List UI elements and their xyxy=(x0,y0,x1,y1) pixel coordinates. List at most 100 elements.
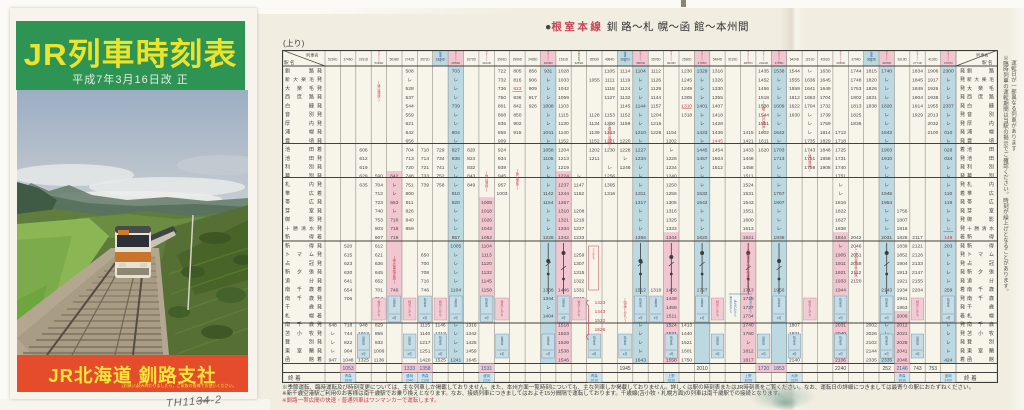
svg-text:1318: 1318 xyxy=(681,112,692,118)
svg-text:レ: レ xyxy=(700,121,704,126)
svg-text:由: 由 xyxy=(762,339,765,343)
svg-text:1344: 1344 xyxy=(666,235,677,241)
svg-text:と: と xyxy=(486,54,488,58)
svg-text:1413: 1413 xyxy=(681,322,692,328)
svg-text:4号: 4号 xyxy=(885,352,890,356)
svg-text:1544: 1544 xyxy=(758,112,769,118)
svg-text:定: 定 xyxy=(793,339,796,343)
svg-text:発: 発 xyxy=(317,103,322,110)
svg-text:629: 629 xyxy=(359,174,367,180)
svg-text:1812: 1812 xyxy=(743,349,754,355)
svg-text:753: 753 xyxy=(929,366,938,372)
svg-text:小: 小 xyxy=(978,330,983,337)
svg-text:レ: レ xyxy=(946,86,950,91)
svg-text:910: 910 xyxy=(452,191,460,197)
svg-text:休: 休 xyxy=(485,184,489,189)
svg-text:休: 休 xyxy=(762,124,766,129)
svg-text:1251: 1251 xyxy=(420,349,431,355)
svg-text:ち: ち xyxy=(916,313,919,317)
svg-text:田: 田 xyxy=(989,147,994,153)
svg-text:1844: 1844 xyxy=(835,235,846,241)
svg-text:運: 運 xyxy=(516,178,520,183)
svg-text:か: か xyxy=(917,56,919,60)
svg-text:1316: 1316 xyxy=(604,191,615,197)
svg-text:速: 速 xyxy=(870,54,873,58)
svg-text:別: 別 xyxy=(989,111,994,118)
svg-text:お: お xyxy=(778,54,780,58)
svg-text:3746D: 3746D xyxy=(343,58,353,62)
svg-text:1720: 1720 xyxy=(758,366,769,372)
svg-text:レ: レ xyxy=(638,349,642,354)
svg-text:池: 池 xyxy=(285,155,290,162)
svg-text:休: 休 xyxy=(516,171,520,176)
svg-text:室: 室 xyxy=(989,208,994,215)
svg-text:1558: 1558 xyxy=(666,357,677,363)
svg-text:休: 休 xyxy=(608,141,612,146)
svg-text:自: 自 xyxy=(854,266,857,271)
svg-text:レ: レ xyxy=(884,217,888,222)
svg-text:706: 706 xyxy=(344,296,352,302)
svg-text:レ: レ xyxy=(454,121,458,126)
svg-text:ち: ち xyxy=(455,58,457,62)
svg-text:ト: ト xyxy=(967,252,972,258)
svg-text:レ: レ xyxy=(946,261,950,266)
svg-text:指: 指 xyxy=(885,336,888,340)
svg-text:内: 内 xyxy=(989,181,994,188)
svg-text:1358: 1358 xyxy=(419,366,430,372)
svg-text:お: お xyxy=(734,308,737,312)
svg-text:席: 席 xyxy=(839,303,842,307)
svg-text:800: 800 xyxy=(406,191,414,197)
svg-text:721: 721 xyxy=(421,165,429,171)
svg-text:2100: 2100 xyxy=(927,130,938,136)
svg-text:レ: レ xyxy=(700,139,704,144)
svg-text:レ: レ xyxy=(407,77,411,82)
svg-text:1005: 1005 xyxy=(450,244,461,250)
svg-text:1725: 1725 xyxy=(835,147,846,153)
svg-text:ぞ: ぞ xyxy=(840,58,842,62)
svg-text:レ: レ xyxy=(638,322,642,327)
svg-text:656: 656 xyxy=(406,139,414,145)
svg-text:盛岡: 盛岡 xyxy=(406,373,413,378)
svg-text:1727: 1727 xyxy=(743,305,754,311)
svg-text:登: 登 xyxy=(967,339,972,346)
svg-text:740: 740 xyxy=(375,209,383,215)
svg-text:か: か xyxy=(547,56,549,60)
svg-text:1945: 1945 xyxy=(620,366,631,372)
svg-text:619: 619 xyxy=(359,165,367,171)
svg-text:2240: 2240 xyxy=(835,366,846,372)
svg-text:席: 席 xyxy=(485,303,488,307)
svg-text:特: 特 xyxy=(623,300,627,305)
svg-text:レ: レ xyxy=(546,95,550,100)
svg-text:盛岡: 盛岡 xyxy=(483,373,490,378)
svg-text:1213: 1213 xyxy=(604,130,615,136)
svg-text:1118: 1118 xyxy=(605,86,615,92)
svg-text:特: 特 xyxy=(486,50,488,54)
svg-text:青森: 青森 xyxy=(345,373,352,378)
svg-text:レ: レ xyxy=(700,77,704,82)
svg-text:急: 急 xyxy=(840,52,842,56)
svg-text:1152: 1152 xyxy=(620,112,631,118)
svg-text:ス: ス xyxy=(592,248,595,252)
svg-text:千: 千 xyxy=(967,304,972,311)
svg-text:レ: レ xyxy=(884,182,888,187)
svg-text:め: め xyxy=(747,270,750,274)
svg-text:レ: レ xyxy=(700,226,704,231)
svg-text:): ) xyxy=(517,186,518,190)
svg-text:1704: 1704 xyxy=(804,104,815,110)
svg-text:1146: 1146 xyxy=(435,322,446,328)
svg-text:か: か xyxy=(916,309,919,314)
svg-text:1504: 1504 xyxy=(712,156,723,162)
svg-text:2031: 2031 xyxy=(835,322,846,328)
svg-text:か: か xyxy=(716,309,719,314)
svg-text:自: 自 xyxy=(455,298,458,302)
svg-text:特: 特 xyxy=(840,50,842,54)
svg-text:レ: レ xyxy=(946,252,950,257)
svg-text:由: 由 xyxy=(701,301,704,305)
svg-text:2836: 2836 xyxy=(668,378,676,382)
svg-text:804: 804 xyxy=(452,130,460,136)
svg-text:指: 指 xyxy=(839,336,842,340)
svg-text:ら: ら xyxy=(747,60,749,64)
svg-text:庶: 庶 xyxy=(978,94,983,101)
svg-text:音: 音 xyxy=(967,111,972,118)
svg-text:定: 定 xyxy=(839,339,842,343)
